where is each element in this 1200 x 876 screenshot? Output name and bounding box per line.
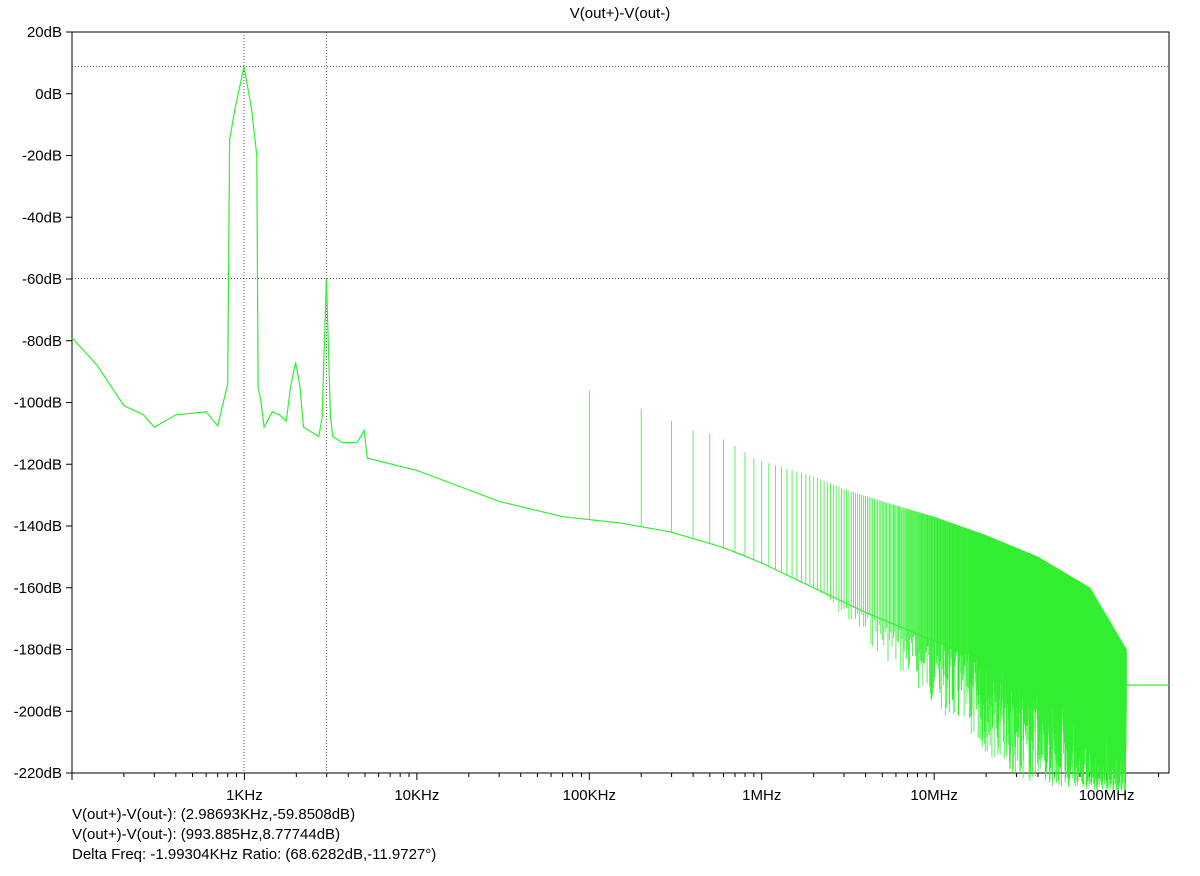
x-tick-label: 10MHz — [910, 787, 958, 800]
y-tick-label: -80dB — [22, 333, 62, 350]
y-tick-label: 0dB — [35, 86, 62, 103]
y-tick-label: -120dB — [14, 456, 62, 473]
chart-title: V(out+)-V(out-) — [570, 5, 670, 22]
spectrum-plot: V(out+)-V(out-) 20dB 0dB -20dB -40dB -60dB -8… — [14, 5, 1170, 800]
x-tick-label: 100MHz — [1079, 787, 1135, 800]
x-tick-label: 100KHz — [563, 787, 616, 800]
cursor2-readout: V(out+)-V(out-): (993.885Hz,8.77744dB) — [72, 826, 341, 843]
series-trace — [71, 66, 1169, 792]
x-tick-label: 1MHz — [742, 787, 781, 800]
y-tick-label: -160dB — [14, 580, 62, 597]
y-tick-label: -20dB — [22, 148, 62, 165]
cursor1-readout: V(out+)-V(out-): (2.98693KHz,-59.8508dB) — [72, 806, 356, 823]
series-line — [71, 66, 1169, 686]
y-tick-label: -100dB — [14, 395, 62, 412]
y-tick-label: -140dB — [14, 518, 62, 535]
x-tick-label: 10KHz — [394, 787, 439, 800]
x-axis: 1KHz 10KHz 100KHz 1MHz 10MHz 100MHz — [71, 773, 1160, 800]
y-tick-label: -60dB — [22, 271, 62, 288]
y-tick-label: -40dB — [22, 209, 62, 226]
cursor-lines — [72, 32, 1169, 773]
y-axis: 20dB 0dB -20dB -40dB -60dB -80dB -100dB -120dB -… — [14, 24, 72, 782]
delta-readout: Delta Freq: -1.99304KHz Ratio: (68.6282d… — [72, 846, 437, 863]
y-tick-label: -180dB — [14, 642, 62, 659]
x-tick-label: 1KHz — [226, 787, 263, 800]
y-tick-label: 20dB — [27, 24, 62, 41]
y-tick-label: -220dB — [14, 765, 62, 782]
y-tick-label: -200dB — [14, 703, 62, 720]
